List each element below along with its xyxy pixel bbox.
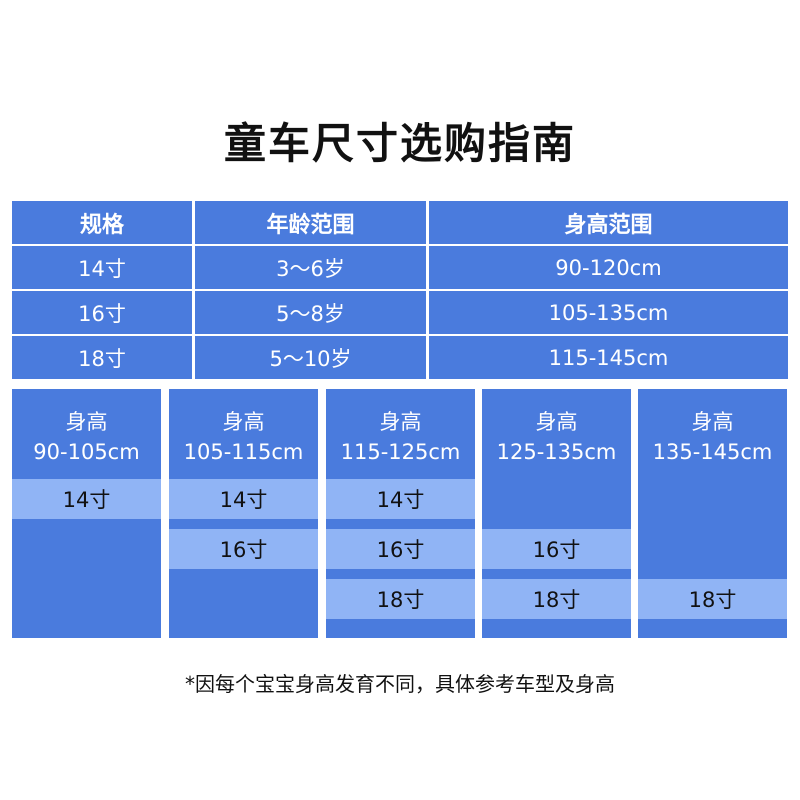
height-range: 105-115cm	[183, 440, 304, 464]
height-title: 身高	[65, 410, 108, 434]
height-range: 115-125cm	[340, 440, 461, 464]
table-cell: 115-145cm	[429, 336, 788, 379]
size-band: 16寸	[326, 529, 475, 569]
size-band: 18寸	[326, 579, 475, 619]
height-title: 身高	[222, 410, 265, 434]
table-row: 18寸 5～10岁 115-145cm	[12, 336, 788, 379]
footnote: *因每个宝宝身高发育不同，具体参考车型及身高	[185, 672, 615, 696]
size-band: 16寸	[482, 529, 631, 569]
size-band: 14寸	[169, 479, 318, 519]
size-band: 18寸	[482, 579, 631, 619]
height-title: 身高	[379, 410, 422, 434]
header-cell: 身高范围	[429, 201, 788, 244]
height-label: 身高 90-105cm	[12, 407, 161, 467]
height-card: 身高 135-145cm 18寸	[638, 389, 787, 638]
height-range: 135-145cm	[652, 440, 773, 464]
height-label: 身高 105-115cm	[169, 407, 318, 467]
height-title: 身高	[535, 410, 578, 434]
height-range: 90-105cm	[33, 440, 140, 464]
table-cell: 5～10岁	[195, 336, 426, 379]
size-band: 16寸	[169, 529, 318, 569]
header-cell: 规格	[12, 201, 192, 244]
height-card: 身高 90-105cm 14寸	[12, 389, 161, 638]
height-label: 身高 135-145cm	[638, 407, 787, 467]
table-header-row: 规格 年龄范围 身高范围	[12, 201, 788, 244]
height-label: 身高 115-125cm	[326, 407, 475, 467]
table-row: 14寸 3～6岁 90-120cm	[12, 246, 788, 289]
size-band: 14寸	[12, 479, 161, 519]
height-card: 身高 115-125cm 14寸 16寸 18寸	[326, 389, 475, 638]
table-cell: 3～6岁	[195, 246, 426, 289]
height-range: 125-135cm	[496, 440, 617, 464]
table-cell: 90-120cm	[429, 246, 788, 289]
table-cell: 5～8岁	[195, 291, 426, 334]
table-cell: 16寸	[12, 291, 192, 334]
page-title: 童车尺寸选购指南	[223, 119, 576, 168]
table-cell: 18寸	[12, 336, 192, 379]
height-title: 身高	[691, 410, 734, 434]
header-cell: 年龄范围	[195, 201, 426, 244]
height-card: 身高 105-115cm 14寸 16寸	[169, 389, 318, 638]
size-band: 18寸	[638, 579, 787, 619]
table-cell: 14寸	[12, 246, 192, 289]
height-card: 身高 125-135cm 16寸 18寸	[482, 389, 631, 638]
table-row: 16寸 5～8岁 105-135cm	[12, 291, 788, 334]
height-label: 身高 125-135cm	[482, 407, 631, 467]
table-cell: 105-135cm	[429, 291, 788, 334]
size-band: 14寸	[326, 479, 475, 519]
